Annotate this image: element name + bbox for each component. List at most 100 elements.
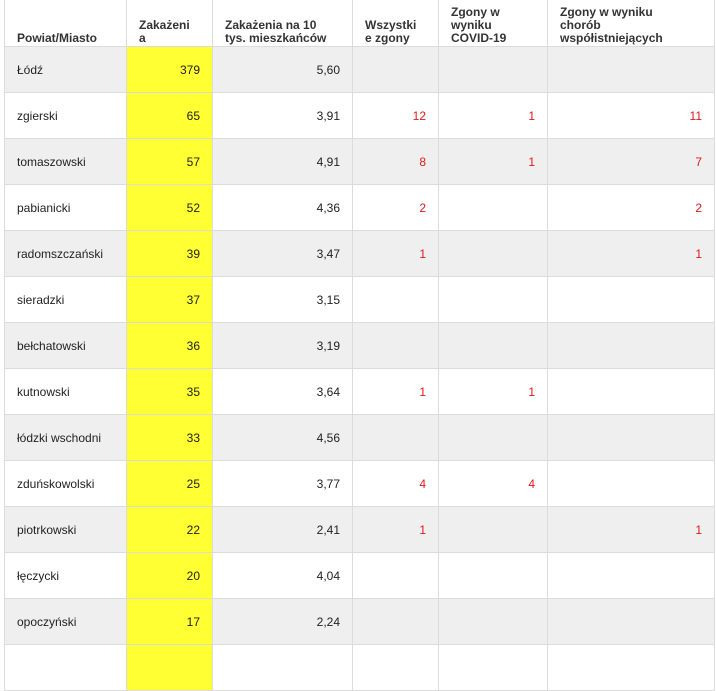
header-row: Powiat/Miasto Zakażeni a Zakażenia na 10 t… — [4, 0, 715, 47]
header-infected-per-10k: Zakażenia na 10 tys. mieszkańców — [212, 0, 353, 47]
covid-deaths-cell — [438, 230, 548, 277]
table-row: łódzki wschodni 33 4,56 — [4, 414, 715, 461]
all-deaths-cell: 1 — [352, 368, 439, 415]
all-deaths-cell — [352, 322, 439, 369]
district-cell — [4, 644, 127, 691]
all-deaths-cell — [352, 598, 439, 645]
table-row: kutnowski 35 3,64 1 1 — [4, 368, 715, 415]
covid-deaths-cell — [438, 276, 548, 323]
comorbidity-deaths-cell — [547, 368, 715, 415]
covid-deaths-cell: 4 — [438, 460, 548, 507]
covid-deaths-cell — [438, 598, 548, 645]
infected-cell: 65 — [126, 92, 213, 139]
infected-per-10k-cell: 5,60 — [212, 46, 353, 93]
comorbidity-deaths-cell — [547, 322, 715, 369]
district-cell: bełchatowski — [4, 322, 127, 369]
infected-per-10k-cell: 3,19 — [212, 322, 353, 369]
infected-cell: 57 — [126, 138, 213, 185]
infected-per-10k-cell: 4,91 — [212, 138, 353, 185]
infected-per-10k-cell: 3,47 — [212, 230, 353, 277]
covid-deaths-cell — [438, 552, 548, 599]
infected-cell: 33 — [126, 414, 213, 461]
header-covid-deaths: Zgony w wyniku COVID-19 — [438, 0, 548, 47]
table-row: pabianicki 52 4,36 2 2 — [4, 184, 715, 231]
all-deaths-cell: 1 — [352, 230, 439, 277]
covid-deaths-cell: 1 — [438, 368, 548, 415]
table-row: opoczyński 17 2,24 — [4, 598, 715, 645]
infected-per-10k-cell: 4,36 — [212, 184, 353, 231]
infected-per-10k-cell: 3,91 — [212, 92, 353, 139]
table-row: łęczycki 20 4,04 — [4, 552, 715, 599]
table-row: piotrkowski 22 2,41 1 1 — [4, 506, 715, 553]
all-deaths-cell: 1 — [352, 506, 439, 553]
covid-deaths-cell — [438, 506, 548, 553]
infected-per-10k-cell: 4,56 — [212, 414, 353, 461]
header-comorbidity-deaths: Zgony w wyniku chorób współistniejących — [547, 0, 715, 47]
district-cell: tomaszowski — [4, 138, 127, 185]
covid-deaths-cell — [438, 322, 548, 369]
infected-per-10k-cell: 3,15 — [212, 276, 353, 323]
covid-deaths-cell — [438, 46, 548, 93]
all-deaths-cell: 2 — [352, 184, 439, 231]
infected-cell: 52 — [126, 184, 213, 231]
comorbidity-deaths-cell: 1 — [547, 230, 715, 277]
infected-cell: 35 — [126, 368, 213, 415]
covid-deaths-cell — [438, 414, 548, 461]
table-header: Powiat/Miasto Zakażeni a Zakażenia na 10 t… — [4, 0, 715, 47]
comorbidity-deaths-cell: 7 — [547, 138, 715, 185]
covid-deaths-cell — [438, 644, 548, 691]
district-cell: kutnowski — [4, 368, 127, 415]
table-row: radomszczański 39 3,47 1 1 — [4, 230, 715, 277]
comorbidity-deaths-cell — [547, 460, 715, 507]
district-cell: zgierski — [4, 92, 127, 139]
comorbidity-deaths-cell — [547, 598, 715, 645]
infected-cell: 379 — [126, 46, 213, 93]
table-row: zgierski 65 3,91 12 1 11 — [4, 92, 715, 139]
infected-cell: 20 — [126, 552, 213, 599]
district-cell: pabianicki — [4, 184, 127, 231]
all-deaths-cell — [352, 552, 439, 599]
infected-cell: 37 — [126, 276, 213, 323]
infected-cell: 36 — [126, 322, 213, 369]
infected-per-10k-cell: 3,64 — [212, 368, 353, 415]
infected-cell: 39 — [126, 230, 213, 277]
table-row: zduńskowolski 25 3,77 4 4 — [4, 460, 715, 507]
district-cell: Łódź — [4, 46, 127, 93]
infected-cell: 25 — [126, 460, 213, 507]
table-row — [4, 644, 715, 691]
infected-per-10k-cell — [212, 644, 353, 691]
district-cell: sieradzki — [4, 276, 127, 323]
comorbidity-deaths-cell — [547, 414, 715, 461]
infected-cell: 17 — [126, 598, 213, 645]
comorbidity-deaths-cell — [547, 644, 715, 691]
all-deaths-cell: 8 — [352, 138, 439, 185]
covid-deaths-cell: 1 — [438, 92, 548, 139]
all-deaths-cell — [352, 276, 439, 323]
infected-cell: 22 — [126, 506, 213, 553]
comorbidity-deaths-cell: 11 — [547, 92, 715, 139]
header-infected: Zakażeni a — [126, 0, 213, 47]
comorbidity-deaths-cell — [547, 276, 715, 323]
covid-district-table: Powiat/Miasto Zakażeni a Zakażenia na 10 t… — [4, 0, 715, 691]
all-deaths-cell — [352, 414, 439, 461]
covid-deaths-cell — [438, 184, 548, 231]
all-deaths-cell: 12 — [352, 92, 439, 139]
table-row: tomaszowski 57 4,91 8 1 7 — [4, 138, 715, 185]
infected-cell — [126, 644, 213, 691]
all-deaths-cell — [352, 644, 439, 691]
header-all-deaths: Wszystki e zgony — [352, 0, 439, 47]
all-deaths-cell — [352, 46, 439, 93]
table-body: Łódź 379 5,60 zgierski 65 3,91 12 1 11 tomaszowsk… — [4, 46, 715, 691]
comorbidity-deaths-cell: 2 — [547, 184, 715, 231]
comorbidity-deaths-cell — [547, 552, 715, 599]
covid-deaths-cell: 1 — [438, 138, 548, 185]
table-row: Łódź 379 5,60 — [4, 46, 715, 93]
comorbidity-deaths-cell — [547, 46, 715, 93]
district-cell: łęczycki — [4, 552, 127, 599]
all-deaths-cell: 4 — [352, 460, 439, 507]
district-cell: radomszczański — [4, 230, 127, 277]
infected-per-10k-cell: 2,41 — [212, 506, 353, 553]
district-cell: zduńskowolski — [4, 460, 127, 507]
comorbidity-deaths-cell: 1 — [547, 506, 715, 553]
district-cell: łódzki wschodni — [4, 414, 127, 461]
